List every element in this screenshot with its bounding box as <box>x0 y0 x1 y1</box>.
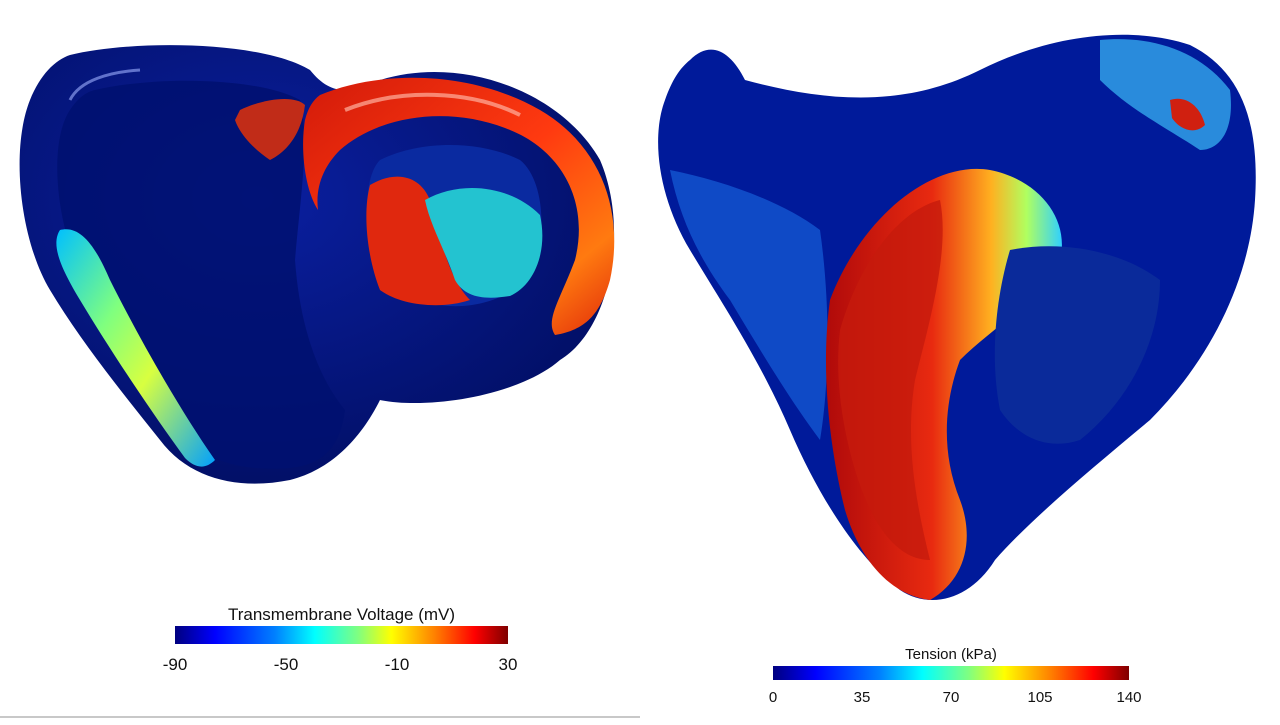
tension-tick: 35 <box>853 689 871 706</box>
voltage-colorbar <box>175 626 508 644</box>
voltage-tick: -90 <box>162 655 188 674</box>
left-atrial-patch <box>235 98 305 160</box>
right-heart-model <box>658 34 1256 600</box>
tension-colorbar <box>773 666 1129 680</box>
left-chamber-inner <box>57 80 346 469</box>
left-cavity-cyan <box>425 188 543 298</box>
right-band-core <box>838 200 943 560</box>
left-heart-model <box>19 45 615 484</box>
left-cavity-red <box>366 176 470 306</box>
bottom-divider <box>0 716 640 718</box>
right-lower-blue <box>994 246 1160 444</box>
right-left-region <box>670 170 828 440</box>
tension-colorbar-title: Tension (kPa) <box>905 646 997 663</box>
left-ring-highlight <box>344 92 521 117</box>
tension-tick: 105 <box>1027 689 1053 706</box>
voltage-tick: 30 <box>498 655 518 674</box>
tension-tick: 70 <box>942 689 960 706</box>
left-strip <box>56 229 215 467</box>
tension-tick: 0 <box>768 689 778 706</box>
tension-tick: 140 <box>1116 689 1142 706</box>
voltage-tick: -50 <box>273 655 299 674</box>
voltage-colorbar-title: Transmembrane Voltage (mV) <box>227 605 456 624</box>
right-top-red <box>1170 98 1205 131</box>
left-edge-highlight <box>68 68 141 101</box>
voltage-tick: -10 <box>384 655 410 674</box>
left-ring <box>303 77 615 335</box>
